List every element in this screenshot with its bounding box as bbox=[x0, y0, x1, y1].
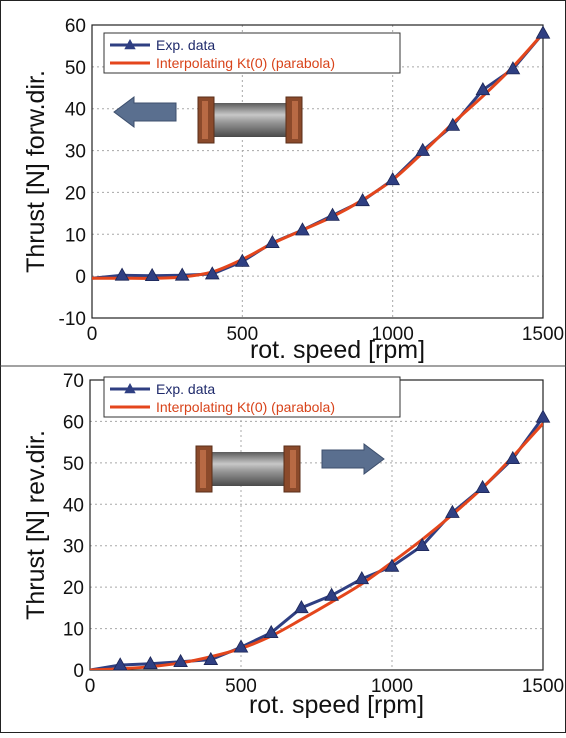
y-tick-label: 30 bbox=[63, 537, 84, 558]
y-tick-label: 40 bbox=[65, 100, 86, 121]
exp-data-point bbox=[414, 537, 430, 552]
exp-data-point bbox=[295, 222, 310, 236]
x-tick-label: 1500 bbox=[522, 676, 564, 697]
exp-data-point bbox=[233, 639, 249, 653]
exp-data-point bbox=[144, 267, 160, 282]
exp-data-point bbox=[112, 657, 128, 671]
exp-data-point bbox=[505, 450, 521, 465]
y-tick-label: 20 bbox=[65, 183, 86, 204]
legend-exp-marker bbox=[124, 383, 136, 394]
x-axis-label: rot. speed [rpm] bbox=[249, 691, 424, 719]
exp-data-point bbox=[235, 253, 250, 267]
exp-data-point bbox=[445, 504, 460, 518]
thruster-illustration bbox=[195, 443, 385, 493]
exp-data-point bbox=[143, 655, 158, 670]
y-tick-label: 0 bbox=[75, 267, 86, 288]
legend-exp-label: Exp. data bbox=[156, 37, 215, 53]
cylinder-body bbox=[212, 103, 288, 137]
plot-area bbox=[90, 380, 543, 670]
cylinder-flange-left bbox=[202, 101, 208, 139]
exp-data-point bbox=[263, 624, 279, 639]
y-tick-label: 50 bbox=[65, 58, 86, 79]
y-tick-label: -10 bbox=[59, 309, 86, 330]
exp-data-point bbox=[535, 409, 551, 423]
exp-data-point bbox=[324, 587, 339, 601]
exp-data-point bbox=[294, 600, 309, 614]
plot-area bbox=[92, 25, 543, 318]
x-tick-label: 1000 bbox=[372, 324, 414, 345]
cylinder-body bbox=[210, 452, 286, 486]
x-tick-label: 1000 bbox=[371, 676, 413, 697]
x-tick-label: 0 bbox=[85, 676, 96, 697]
exp-data-point bbox=[505, 61, 521, 75]
y-tick-label: 40 bbox=[63, 495, 84, 516]
exp-data-point bbox=[475, 82, 491, 96]
exp-data-point bbox=[475, 479, 490, 494]
y-tick-label: 70 bbox=[63, 371, 84, 392]
thruster-illustration bbox=[113, 96, 303, 144]
exp-data-point bbox=[203, 651, 219, 665]
legend-box bbox=[103, 32, 401, 74]
y-axis-label: Thrust [N] rev.dir. bbox=[22, 430, 50, 620]
exp-data-point bbox=[204, 266, 220, 280]
y-tick-label: 10 bbox=[65, 225, 86, 246]
x-tick-label: 0 bbox=[87, 324, 98, 345]
cylinder-flange-right bbox=[292, 101, 298, 139]
exp-data-point bbox=[265, 234, 280, 248]
exp-data-point bbox=[114, 267, 130, 281]
y-tick-label: 60 bbox=[65, 16, 86, 37]
exp-data-point bbox=[354, 571, 370, 585]
exp-data-point bbox=[385, 172, 400, 186]
legend-fit-label: Interpolating Kt(0) (parabola) bbox=[156, 399, 335, 415]
legend-box bbox=[103, 376, 401, 418]
exp-data-point bbox=[173, 653, 188, 668]
exp-data-point bbox=[445, 117, 461, 131]
y-tick-label: 30 bbox=[65, 142, 86, 163]
y-tick-label: 50 bbox=[63, 454, 84, 475]
y-tick-label: 60 bbox=[63, 412, 84, 433]
y-axis-label: Thrust [N] forw.dir. bbox=[22, 70, 50, 273]
cylinder-flange-right bbox=[290, 450, 296, 488]
legend: Exp. data Interpolating Kt(0) (parabola) bbox=[103, 376, 401, 418]
y-tick-label: 20 bbox=[63, 578, 84, 599]
y-tick-label: 10 bbox=[63, 620, 84, 641]
fit-curve bbox=[90, 422, 543, 670]
x-axis-label: rot. speed [rpm] bbox=[250, 336, 425, 364]
exp-data-point bbox=[535, 25, 551, 39]
x-tick-label: 500 bbox=[226, 324, 258, 345]
exp-data-point bbox=[384, 558, 400, 572]
legend-fit-label: Interpolating Kt(0) (parabola) bbox=[156, 55, 335, 71]
direction-arrow bbox=[113, 96, 177, 128]
fit-curve bbox=[92, 32, 543, 280]
y-tick-label: 0 bbox=[73, 661, 84, 682]
legend-exp-label: Exp. data bbox=[156, 381, 215, 397]
legend-exp-marker bbox=[124, 39, 136, 50]
direction-arrow bbox=[321, 443, 385, 475]
exp-data-point bbox=[355, 192, 370, 207]
x-tick-label: 1500 bbox=[522, 324, 564, 345]
exp-data-point bbox=[174, 267, 190, 281]
chart-2: 0 500 1000 1500 0 10 20 30 40 50 60 70 rot. speed [r… bbox=[22, 371, 564, 719]
cylinder-flange-left bbox=[200, 450, 206, 488]
x-tick-label: 500 bbox=[225, 676, 257, 697]
legend: Exp. data Interpolating Kt(0) (parabola) bbox=[103, 32, 401, 74]
exp-data-point bbox=[415, 142, 431, 156]
exp-data-point bbox=[325, 207, 340, 221]
axes-box bbox=[91, 24, 544, 319]
